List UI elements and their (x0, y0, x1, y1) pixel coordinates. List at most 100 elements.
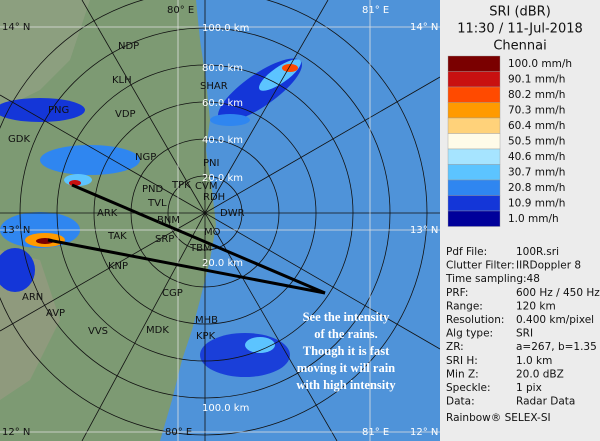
coord-label: 80° E (165, 427, 192, 438)
legend-swatch (447, 195, 501, 212)
info-label: Alg type: (446, 328, 493, 340)
info-value: Radar Data (516, 396, 575, 408)
legend-label: 90.1 mm/h (508, 74, 565, 86)
coord-label: 81° E (362, 427, 389, 438)
info-label: Range: (446, 300, 483, 312)
panel-content: SRI (dBR) 11:30 / 11-Jul-2018 Chennai Ra… (445, 5, 600, 425)
coord-label: 13° N (2, 225, 30, 236)
place-label: MHB (195, 315, 218, 326)
footer: Rainbow® SELEX-SI (446, 412, 551, 424)
place-label: TPK (171, 180, 191, 191)
legend-swatch (447, 148, 501, 165)
info-value: 1.0 km (516, 355, 552, 367)
annotation: with high intensity (296, 378, 396, 392)
range-label: 100.0 km (202, 403, 249, 414)
place-label: NDP (118, 41, 139, 52)
place-label: KPK (196, 331, 216, 342)
info-label: Pdf File: (446, 246, 487, 258)
legend-swatch (447, 55, 501, 72)
legend-label: 30.7 mm/h (508, 167, 565, 179)
annotation: Though it is fast (303, 344, 390, 358)
legend-label: 60.4 mm/h (508, 120, 565, 132)
range-label: 100.0 km (202, 23, 249, 34)
annotation: moving it will rain (297, 361, 395, 375)
place-label: ARK (97, 208, 118, 219)
info-value: 120 km (516, 300, 556, 312)
arrows (47, 183, 326, 295)
place-label: NGP (135, 152, 156, 163)
info-value: 600 Hz / 450 Hz (516, 287, 600, 299)
graticule (0, 0, 440, 441)
legend-swatch (447, 102, 501, 119)
panel-time: 11:30 / 11-Jul-2018 (457, 22, 583, 37)
place-label: TAK (107, 231, 127, 242)
legend-label: 40.6 mm/h (508, 151, 565, 163)
panel-site: Chennai (493, 39, 546, 54)
range-label: 20.0 km (202, 258, 243, 269)
info-label: Time sampling:48 (445, 273, 540, 285)
legend-label: 10.9 mm/h (508, 198, 565, 210)
range-rings (0, 0, 440, 441)
place-label: BNM (157, 215, 180, 226)
place-label: VVS (88, 326, 108, 337)
range-label: 20.0 km (202, 173, 243, 184)
range-label: 60.0 km (202, 98, 243, 109)
info-label: PRF: (446, 287, 468, 299)
info-label: Min Z: (446, 368, 479, 380)
legend-swatch (447, 117, 501, 134)
info-label: Resolution: (446, 314, 504, 326)
place-label: AVP (46, 308, 65, 319)
place-label: KNP (108, 261, 128, 272)
legend-label: 70.3 mm/h (508, 105, 565, 117)
place-label: PND (142, 184, 164, 195)
range-label: 80.0 km (202, 63, 243, 74)
legend-swatch (447, 71, 501, 88)
place-label: SRP (155, 234, 174, 245)
coord-label: 14° N (2, 22, 30, 33)
coord-label: 12° N (2, 427, 30, 438)
legend-label: 50.5 mm/h (508, 136, 565, 148)
info-value: 20.0 dBZ (516, 368, 564, 380)
place-label: VDP (115, 109, 136, 120)
map (0, 0, 440, 441)
place-label: CVM (195, 181, 217, 192)
place-label: PNG (48, 105, 69, 116)
legend-label: 80.2 mm/h (508, 89, 565, 101)
hills (0, 0, 90, 110)
legend-swatch (447, 164, 501, 181)
info-label: Clutter Filter: (446, 260, 515, 272)
panel-title: SRI (dBR) (489, 5, 551, 20)
annotation: See the intensity (303, 310, 391, 324)
info-value: 1 pix (516, 382, 542, 394)
legend-swatch (447, 86, 501, 103)
place-label: MO (204, 227, 221, 238)
legend-swatch (447, 179, 501, 196)
legend-label: 20.8 mm/h (508, 182, 565, 194)
place-label: KLH (112, 75, 132, 86)
info-label: SRI H: (446, 355, 478, 367)
annotation: of the rains. (314, 327, 378, 341)
coord-label: 12° N (410, 427, 438, 438)
info-value: IIRDoppler 8 (516, 260, 581, 272)
place-label: PNI (203, 158, 219, 169)
info-value: 100R.sri (516, 246, 559, 258)
range-label: 40.0 km (202, 135, 243, 146)
place-label: TVL (147, 198, 167, 209)
coord-label: 13° N (410, 225, 438, 236)
place-label: CGP (162, 288, 183, 299)
coord-label: 14° N (410, 22, 438, 33)
place-label: SHAR (200, 81, 228, 92)
place-label: ARN (22, 292, 43, 303)
info-label: ZR: (446, 341, 464, 353)
info-label: Data: (446, 396, 475, 408)
map-labels: 14° N 80° E 81° E 14° N 13° N 13° N 12° N 80° E… (2, 5, 438, 438)
legend-swatch (447, 210, 501, 227)
info-label: Speckle: (446, 382, 491, 394)
info-value: SRI (516, 328, 533, 340)
legend-swatch (447, 133, 501, 150)
coord-label: 80° E (167, 5, 194, 16)
place-label: GDK (8, 134, 30, 145)
info-value: a=267, b=1.35 (516, 341, 597, 353)
legend-label: 100.0 mm/h (508, 58, 572, 70)
